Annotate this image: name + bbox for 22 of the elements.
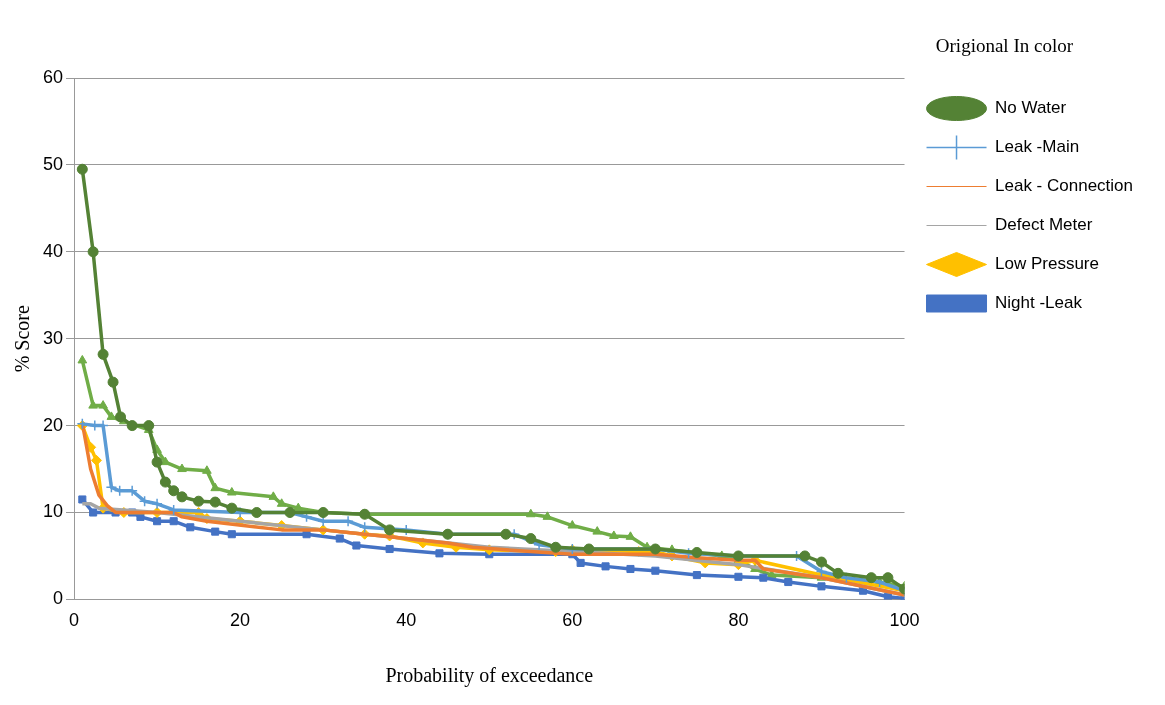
text: Origional In color	[935, 35, 1074, 57]
legend-label: Low Pressure	[995, 254, 1099, 274]
y-axis-title: % Score	[11, 304, 34, 373]
y-tick-label: 20	[42, 414, 64, 435]
legend-label: Leak -Main	[995, 137, 1080, 157]
y-tick-label: 30	[42, 327, 64, 348]
x-tick-label: 20	[230, 610, 251, 631]
x-tick-label: 60	[562, 610, 583, 631]
x-axis-title: Probability of exceedance	[385, 664, 594, 688]
x-tick-label: 80	[728, 610, 749, 631]
x-tick-label: 100	[889, 610, 920, 631]
x-tick-label: 0	[69, 610, 80, 631]
x-tick-label: 40	[396, 610, 417, 631]
y-tick-label: 50	[42, 153, 64, 174]
y-tick-label: 60	[42, 66, 64, 87]
legend-label: No Water	[995, 98, 1067, 118]
y-tick-label: 40	[42, 240, 64, 261]
legend-label: Defect Meter	[995, 215, 1093, 235]
y-tick-label: 0	[53, 588, 64, 609]
legend-label: Night -Leak	[995, 293, 1083, 313]
legend-label: Leak - Connection	[995, 176, 1134, 196]
y-tick-label: 10	[42, 501, 64, 522]
